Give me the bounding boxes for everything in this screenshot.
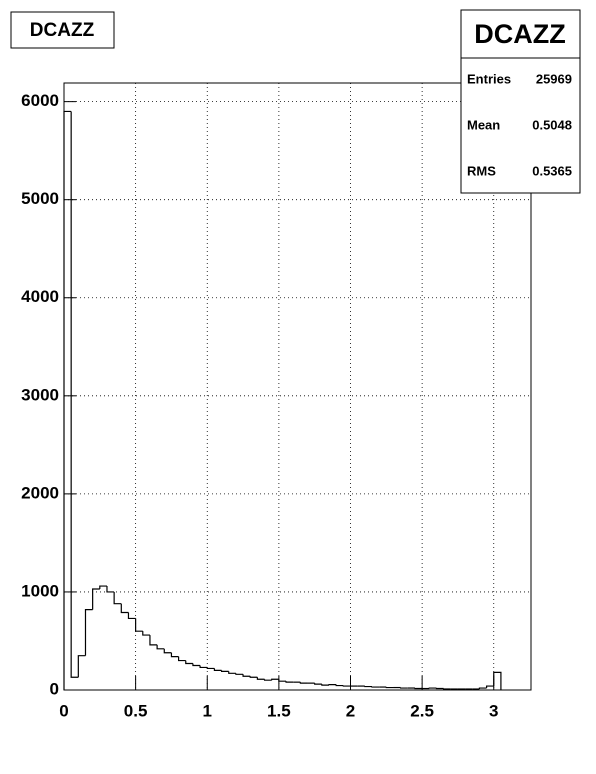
y-tick-label: 0 [50,679,59,698]
histogram-bin [77,655,86,678]
histogram-bin [206,667,215,670]
histogram-bin [256,677,265,680]
y-tick-label: 2000 [21,483,59,502]
histogram-bin [192,663,201,667]
histogram-bin [178,656,186,662]
histogram-bin [199,665,208,669]
stats-box [460,9,581,194]
y-tick-label: 6000 [21,91,59,110]
title-box [10,11,115,49]
histogram-bin [285,681,294,683]
histogram-bin [142,631,150,636]
histogram-bin [156,644,165,650]
histogram-bin [478,687,487,690]
histogram-bin [314,683,322,685]
stats-title: DCAZZ [474,19,565,49]
stats-value: 0.5365 [532,163,572,178]
histogram-bin [120,603,129,614]
histogram-bin [271,678,279,681]
histogram-bin [135,618,143,632]
histogram-bin [220,670,229,672]
histogram-bin [84,608,93,656]
x-tick-label: 2.5 [410,701,434,720]
histogram-bin [99,585,107,589]
histogram-bin [263,679,272,681]
x-tick-label: 0.5 [124,701,148,720]
histogram-bin [185,660,193,665]
y-tick-label: 4000 [21,287,59,306]
histogram-bin [92,588,100,610]
y-tick-label: 5000 [21,189,59,208]
y-tick-label: 3000 [21,385,59,404]
histogram-bin [127,612,136,620]
chart-title: DCAZZ [30,20,95,41]
histogram-bin [278,679,287,682]
histogram-bin [235,673,244,675]
histogram-bin [249,676,258,678]
stats-label: Entries [467,71,511,86]
histogram-bin [113,591,122,605]
histogram-bin [335,684,344,687]
histogram-bin [106,586,115,593]
histogram-bin [149,635,158,646]
stats-value: 0.5048 [532,117,572,132]
y-tick-label: 1000 [21,581,59,600]
stats-value: 25969 [536,71,572,86]
histogram-bin [213,668,222,671]
x-tick-label: 0 [59,701,68,720]
histogram-bin [170,652,179,658]
histogram-bin [242,674,251,677]
histogram-bin [163,648,172,654]
x-tick-label: 2 [346,701,355,720]
histogram-bin [493,671,502,690]
histogram-bin [63,110,72,690]
histogram-bin [299,682,308,684]
stats-label: RMS [467,163,496,178]
histogram-bin [228,671,236,674]
histogram-bin [321,684,330,686]
x-tick-label: 1.5 [267,701,291,720]
histogram-bin [70,111,79,678]
stats-label: Mean [467,117,500,132]
x-tick-label: 3 [489,701,498,720]
x-tick-label: 1 [203,701,212,720]
histogram-bin [485,685,494,689]
